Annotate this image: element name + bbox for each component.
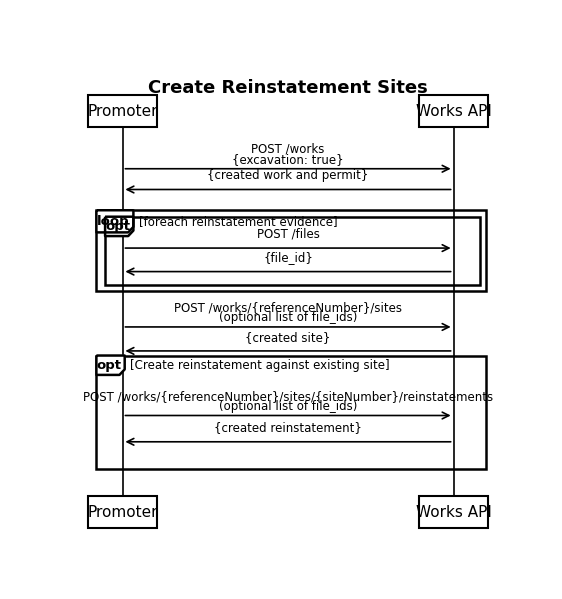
Bar [88,496,157,528]
Bar [419,496,488,528]
Text: Works API: Works API [415,104,492,119]
Text: opt: opt [105,220,130,233]
Text: {created reinstatement}: {created reinstatement} [214,422,362,434]
Text: [foreach reinstatement evidence]: [foreach reinstatement evidence] [139,215,337,228]
Polygon shape [97,210,133,232]
Text: Create Reinstatement Sites: Create Reinstatement Sites [148,79,428,97]
Text: POST /works/{referenceNumber}/sites/{siteNumber}/reinstatements: POST /works/{referenceNumber}/sites/{sit… [83,389,493,403]
Text: POST /files: POST /files [257,228,319,241]
Text: (optional list of file_ids): (optional list of file_ids) [219,311,357,324]
Bar [105,217,479,285]
Bar [88,95,157,127]
Text: POST /works/{referenceNumber}/sites: POST /works/{referenceNumber}/sites [174,301,402,314]
Bar [419,95,488,127]
Text: loop: loop [97,215,129,228]
Text: {created work and permit}: {created work and permit} [207,169,369,182]
Text: Promoter: Promoter [87,104,158,119]
Text: {created site}: {created site} [246,331,330,344]
Text: Works API: Works API [415,505,492,520]
Bar [97,210,486,291]
Text: {excavation: true}: {excavation: true} [232,153,344,166]
Polygon shape [97,356,125,375]
Text: {file_id}: {file_id} [263,251,313,264]
Text: [Create reinstatement against existing site]: [Create reinstatement against existing s… [130,359,389,372]
Text: (optional list of file_ids): (optional list of file_ids) [219,400,357,413]
Text: opt: opt [97,359,121,372]
Text: Promoter: Promoter [87,505,158,520]
Polygon shape [105,217,133,236]
Bar [97,356,486,468]
Text: POST /works: POST /works [251,143,325,156]
